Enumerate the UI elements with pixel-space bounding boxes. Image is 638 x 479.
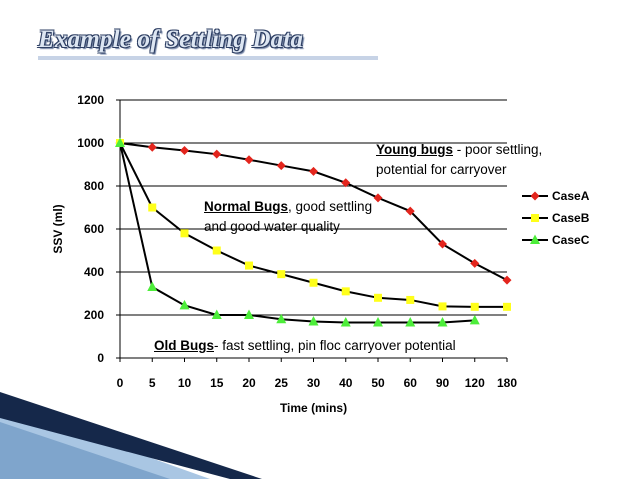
annotation-young-rest: - poor settling, xyxy=(453,142,543,157)
legend-marker xyxy=(531,214,539,222)
x-tick-label: 20 xyxy=(242,376,256,390)
data-point-casec xyxy=(211,309,222,319)
y-tick-label: 800 xyxy=(84,179,104,193)
legend-marker xyxy=(530,234,540,244)
data-point-caseb xyxy=(438,302,447,311)
series-caseb xyxy=(116,139,511,311)
y-tick-label: 200 xyxy=(84,308,104,322)
data-point-caseb xyxy=(148,203,157,212)
series-casec xyxy=(115,137,480,327)
data-point-casec xyxy=(308,315,319,326)
annotation-normal-line2: and good water quality xyxy=(204,219,340,234)
data-point-casea xyxy=(405,206,415,216)
x-tick-label: 120 xyxy=(465,376,485,390)
chart-gridlines xyxy=(120,99,507,316)
legend-label: CaseB xyxy=(552,211,590,225)
x-tick-label: 40 xyxy=(339,376,353,390)
data-point-caseb xyxy=(245,261,253,270)
data-point-casea xyxy=(276,161,286,171)
x-tick-label: 90 xyxy=(436,376,450,390)
data-point-casea xyxy=(309,166,318,176)
annotation-normal-lead: Normal Bugs xyxy=(204,199,289,214)
annotation-old-bugs: Old Bugs- fast settling, pin floc carryo… xyxy=(154,336,456,356)
legend-item-casea: CaseA xyxy=(522,189,590,203)
data-point-caseb xyxy=(374,293,382,302)
chart-series xyxy=(115,137,512,327)
data-point-caseb xyxy=(341,287,350,296)
legend-label: CaseC xyxy=(552,233,590,247)
data-point-casea xyxy=(180,146,189,156)
data-point-casea xyxy=(341,178,351,188)
x-tick-label: 30 xyxy=(307,376,321,390)
x-tick-label: 0 xyxy=(117,376,124,390)
x-tick-label: 180 xyxy=(497,376,517,390)
title-underline xyxy=(38,56,378,60)
x-tick-label: 50 xyxy=(371,376,385,390)
data-point-casec xyxy=(405,317,416,327)
y-tick-label: 0 xyxy=(97,351,104,365)
y-tick-label: 400 xyxy=(84,265,104,279)
x-tick-label: 5 xyxy=(149,376,156,390)
data-point-casea xyxy=(212,149,222,159)
data-point-casec xyxy=(179,299,190,310)
x-tick-label: 25 xyxy=(275,376,289,390)
x-axis-ticks: 0 5 10 15 20 25 30 40 50 60 90 120 180 xyxy=(117,358,517,390)
data-point-casea xyxy=(147,142,157,152)
data-point-casec xyxy=(147,281,158,292)
data-point-casec xyxy=(276,313,287,324)
series-casea xyxy=(115,138,512,285)
annotation-young-line2: potential for carryover xyxy=(376,162,507,177)
annotation-old-rest: - fast settling, pin floc carryover pote… xyxy=(214,338,456,353)
x-tick-label: 60 xyxy=(404,376,418,390)
x-axis-title: Time (mins) xyxy=(280,401,347,415)
annotation-normal-bugs: Normal Bugs, good settling and good wate… xyxy=(204,197,372,237)
data-point-casea xyxy=(244,155,254,165)
data-point-casec xyxy=(115,137,125,147)
data-point-casec xyxy=(437,317,448,327)
data-point-casec xyxy=(469,314,480,325)
data-point-caseb xyxy=(503,302,511,311)
annotation-old-lead: Old Bugs xyxy=(154,338,214,353)
data-point-casea xyxy=(438,239,447,249)
data-point-casec xyxy=(244,309,254,319)
annotation-normal-rest: , good settling xyxy=(288,199,373,214)
data-point-casea xyxy=(470,258,480,268)
x-tick-label: 10 xyxy=(178,376,192,390)
chart-legend: CaseA CaseB CaseC xyxy=(522,189,590,247)
y-tick-label: 600 xyxy=(84,222,104,236)
corner-dark-swoosh xyxy=(0,392,262,479)
y-axis-ticks: 0 200 400 600 800 1000 1200 xyxy=(77,93,120,365)
y-axis-title: SSV (ml) xyxy=(51,204,65,253)
annotation-young-bugs: Young bugs - poor settling, potential fo… xyxy=(376,140,542,180)
corner-mid-shape xyxy=(0,422,170,479)
data-point-casec xyxy=(373,317,383,327)
data-point-casec xyxy=(340,317,351,327)
legend-label: CaseA xyxy=(552,189,590,203)
slide-title: Example of Settling Data xyxy=(38,26,304,53)
annotation-young-lead: Young bugs xyxy=(376,142,453,157)
y-tick-label: 1000 xyxy=(77,136,104,150)
y-tick-label: 1200 xyxy=(77,93,104,107)
data-point-caseb xyxy=(309,278,318,287)
data-point-caseb xyxy=(212,246,221,255)
series-line-casec xyxy=(119,142,475,324)
data-point-casea xyxy=(502,275,512,285)
x-tick-label: 15 xyxy=(210,376,224,390)
data-point-casea xyxy=(373,193,383,203)
data-point-caseb xyxy=(470,302,479,311)
legend-item-caseb: CaseB xyxy=(522,211,590,225)
legend-item-casec: CaseC xyxy=(522,233,590,247)
corner-decoration xyxy=(0,392,262,479)
data-point-caseb xyxy=(406,295,415,304)
data-point-caseb xyxy=(277,270,286,279)
data-point-caseb xyxy=(180,229,189,238)
legend-marker xyxy=(530,191,540,201)
